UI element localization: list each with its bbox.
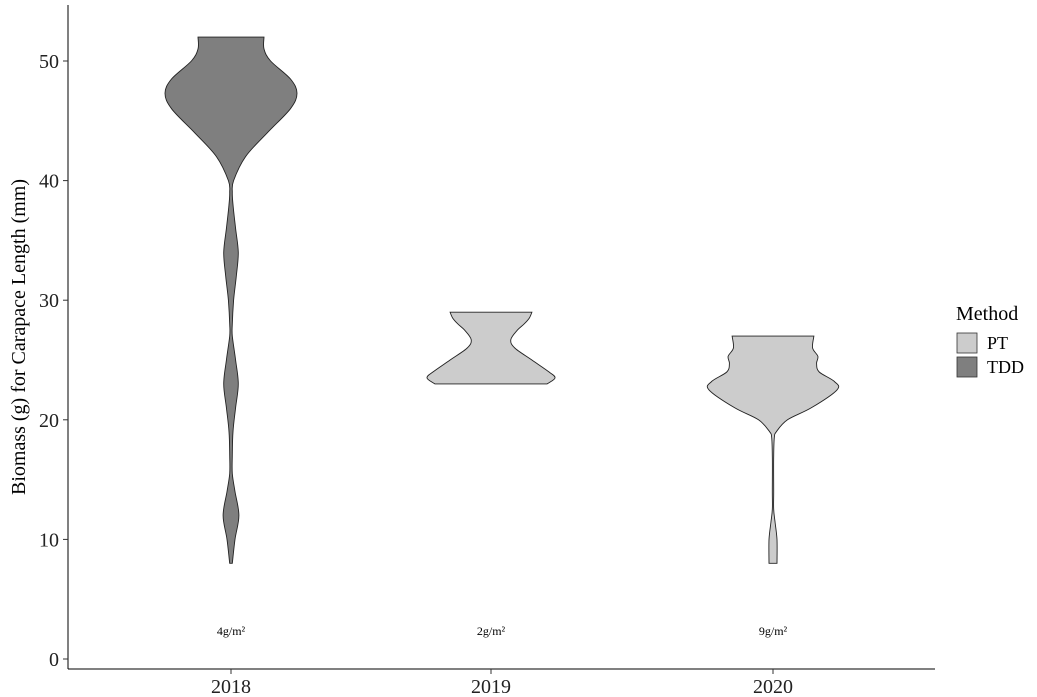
legend-label-pt: PT bbox=[987, 333, 1008, 353]
legend: Method PT TDD bbox=[956, 303, 1024, 378]
y-tick-label: 50 bbox=[39, 51, 59, 73]
annotation-2019: 2g/m² bbox=[477, 624, 506, 638]
x-tick-label: 2020 bbox=[753, 676, 793, 697]
legend-key-pt bbox=[956, 332, 978, 354]
y-tick-label: 10 bbox=[39, 529, 59, 551]
plot-area bbox=[164, 36, 840, 564]
violin-2018 bbox=[164, 36, 298, 564]
legend-entries: PT TDD bbox=[956, 332, 1024, 378]
annotation-2020: 9g/m² bbox=[759, 624, 788, 638]
x-tick-label: 2018 bbox=[211, 676, 251, 697]
annotation-2018: 4g/m² bbox=[217, 624, 246, 638]
x-axis-ticks: 2018 2019 2020 bbox=[211, 669, 793, 697]
legend-label-tdd: TDD bbox=[987, 357, 1024, 377]
y-tick-label: 30 bbox=[39, 290, 59, 312]
y-tick-label: 40 bbox=[39, 171, 59, 193]
violin-2020 bbox=[706, 335, 840, 564]
y-axis-ticks: 0 10 20 30 40 50 bbox=[39, 51, 68, 671]
violin-annotations: 4g/m² 2g/m² 9g/m² bbox=[217, 624, 788, 638]
x-tick-label: 2019 bbox=[471, 676, 511, 697]
legend-key-tdd bbox=[956, 356, 978, 378]
y-tick-label: 20 bbox=[39, 410, 59, 432]
y-tick-label: 0 bbox=[49, 649, 59, 671]
y-axis-title: Biomass (g) for Carapace Length (mm) bbox=[8, 179, 30, 495]
legend-title: Method bbox=[956, 303, 1018, 325]
violin-2019 bbox=[426, 311, 556, 385]
